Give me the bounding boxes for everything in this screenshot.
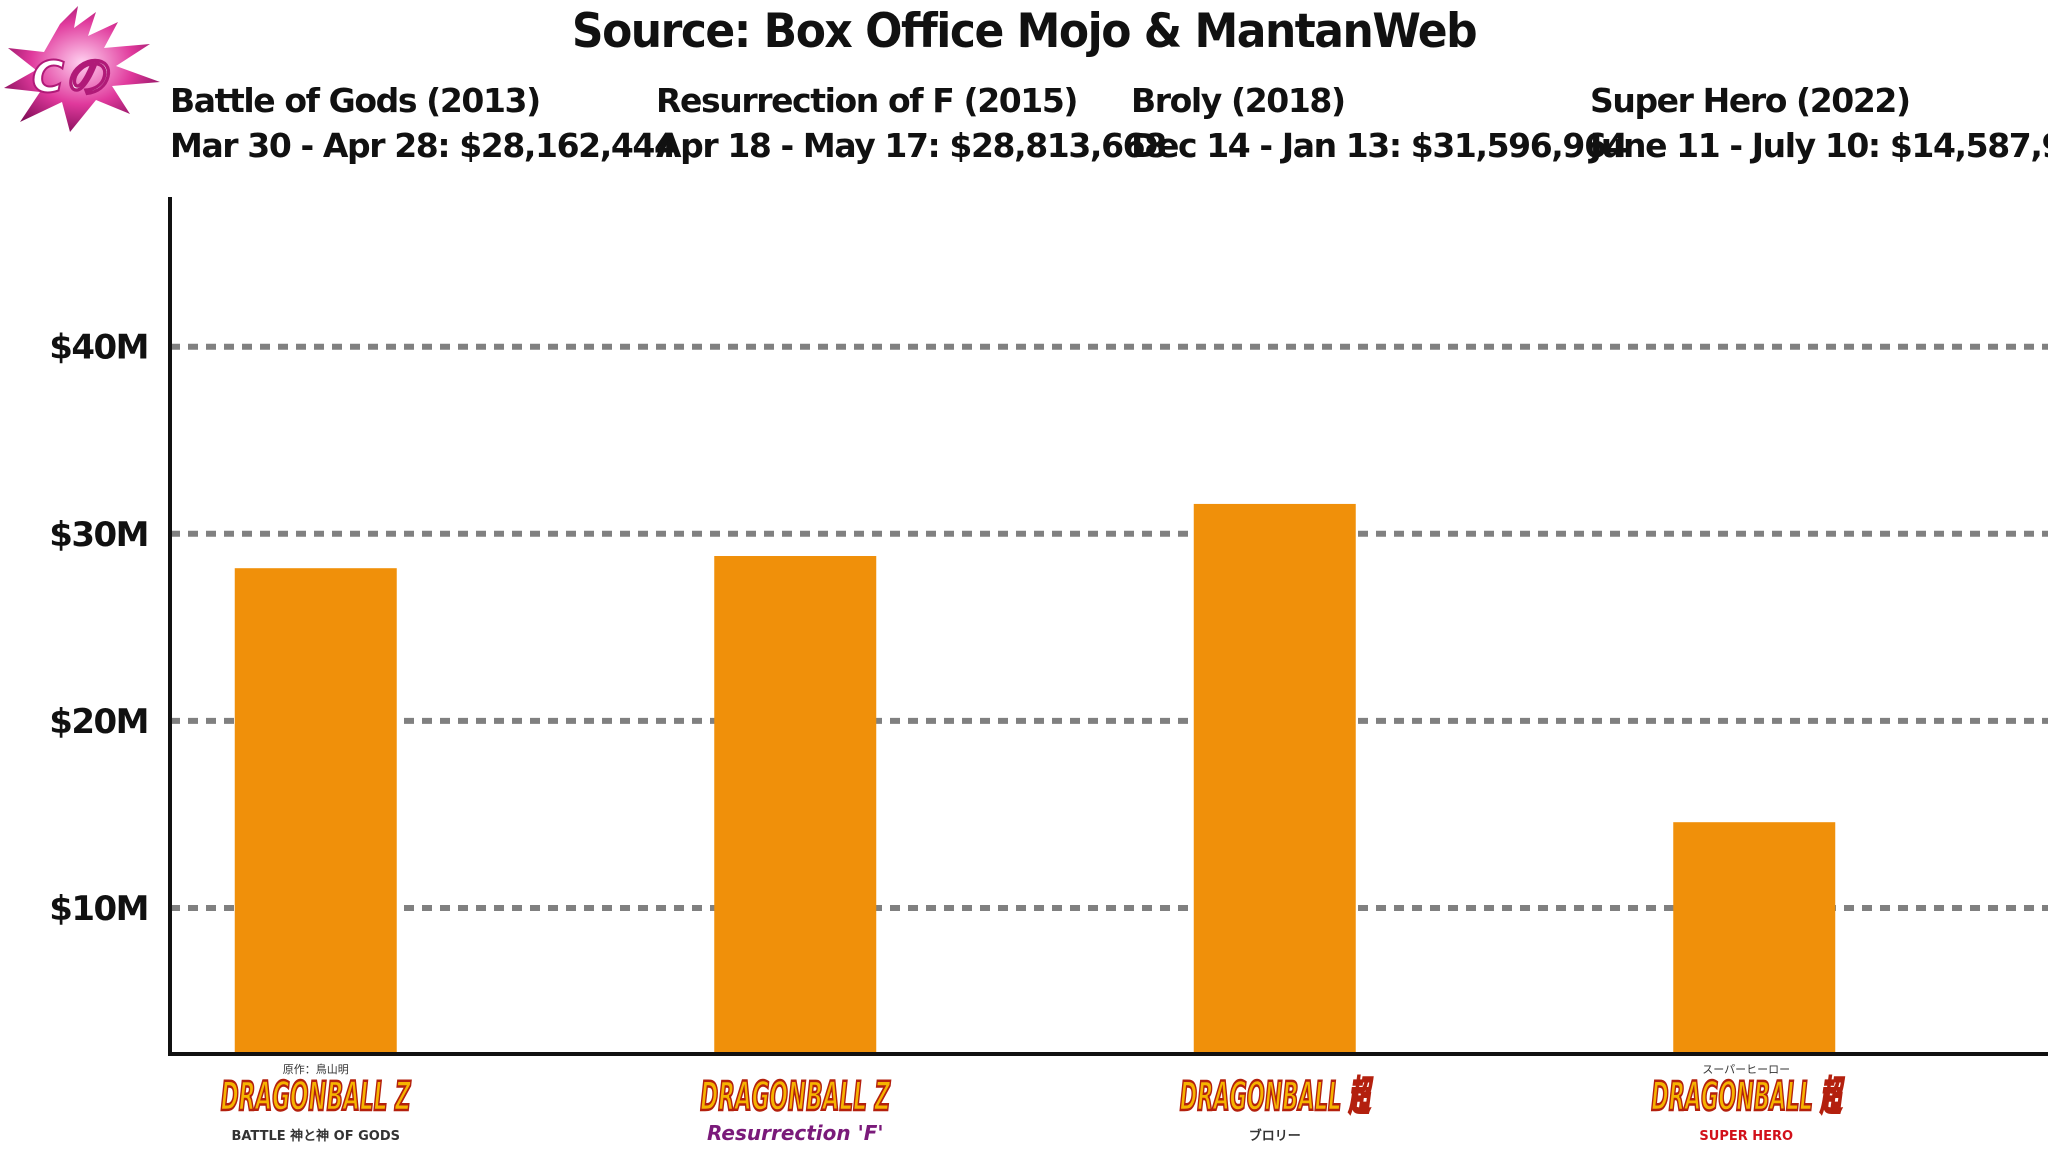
film-period-gross: Mar 30 - Apr 28: $28,162,444 bbox=[170, 126, 677, 165]
bar bbox=[1193, 503, 1356, 1054]
film-name: Battle of Gods (2013) bbox=[170, 81, 541, 120]
logo-title-text: DRAGONBALL 超 bbox=[1651, 1074, 1844, 1120]
y-tick-label: $30M bbox=[49, 515, 148, 555]
film-name: Super Hero (2022) bbox=[1590, 81, 1911, 120]
logo-subtitle-text: BATTLE 神と神 OF GODS bbox=[231, 1128, 400, 1144]
logo-title-text: DRAGONBALL Z bbox=[700, 1074, 891, 1120]
film-period-gross: June 11 - July 10: $14,587,900 bbox=[1590, 126, 2048, 165]
logo-title-text: DRAGONBALL Z bbox=[221, 1074, 412, 1120]
logo-subtitle-text: ブロリー bbox=[1249, 1128, 1301, 1144]
logo-top-text: スーパーヒーロー bbox=[1702, 1063, 1790, 1076]
bar bbox=[234, 568, 397, 1054]
film-name: Resurrection of F (2015) bbox=[656, 81, 1079, 120]
svg-text:Cの: Cの bbox=[32, 52, 111, 103]
film-info-2: Resurrection of F (2015) Apr 18 - May 17… bbox=[656, 78, 1167, 168]
film-info-1: Battle of Gods (2013) Mar 30 - Apr 28: $… bbox=[170, 78, 677, 168]
y-tick-label: $20M bbox=[49, 702, 148, 742]
logo-subtitle-text: SUPER HERO bbox=[1699, 1129, 1793, 1144]
film-name: Broly (2018) bbox=[1131, 81, 1346, 120]
y-tick-label: $10M bbox=[49, 889, 148, 929]
logo-top-text: 原作：鳥山明 bbox=[283, 1062, 349, 1076]
y-tick-label: $40M bbox=[49, 328, 148, 368]
logo-subtitle-text: Resurrection 'F' bbox=[707, 1121, 884, 1145]
logo-title-text: DRAGONBALL 超 bbox=[1180, 1074, 1373, 1120]
film-period-gross: Apr 18 - May 17: $28,813,668 bbox=[656, 126, 1167, 165]
bar bbox=[714, 556, 877, 1054]
chart-title: Source: Box Office Mojo & MantanWeb bbox=[571, 3, 1478, 60]
film-period-gross: Dec 14 - Jan 13: $31,596,964 bbox=[1131, 126, 1628, 165]
film-info-4: Super Hero (2022) June 11 - July 10: $14… bbox=[1590, 78, 2048, 168]
bar bbox=[1673, 822, 1836, 1054]
film-info-3: Broly (2018) Dec 14 - Jan 13: $31,596,96… bbox=[1131, 78, 1628, 168]
channel-logo: Cの bbox=[4, 6, 160, 132]
